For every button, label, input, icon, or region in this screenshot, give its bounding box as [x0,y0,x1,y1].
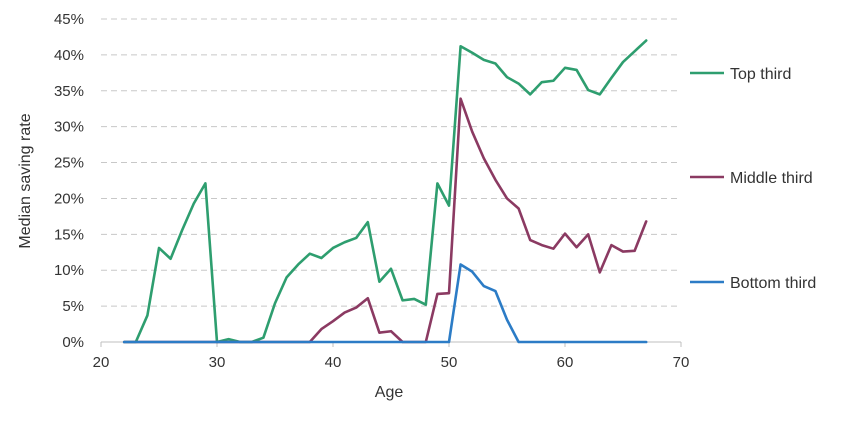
x-tick-label: 60 [557,354,574,371]
legend: Top third Middle third Bottom third [690,66,816,292]
series-lines [122,39,648,344]
x-tick-label: 40 [325,354,342,371]
legend-label: Top third [730,66,791,83]
series-line-bottom-third [122,263,648,344]
axes: 0% 5% 10% 15% 20% 25% 30% 35% 40% 45% 20 30 40 50 60 70 [54,11,689,371]
y-tick-label: 35% [54,83,84,100]
y-tick-label: 25% [54,155,84,172]
y-tick-label: 5% [62,298,84,315]
series-line-middle-third [122,97,648,344]
series-line-top-third [122,39,648,344]
legend-label: Middle third [730,170,813,187]
y-tick-label: 15% [54,226,84,243]
y-axis-title: Median saving rate [17,113,34,248]
x-tick-label: 70 [673,354,690,371]
legend-label: Bottom third [730,275,816,292]
y-tick-label: 10% [54,262,84,279]
y-tick-label: 20% [54,190,84,207]
x-tick-label: 30 [209,354,226,371]
y-tick-label: 30% [54,119,84,136]
gridlines [101,18,681,307]
y-tick-label: 0% [62,334,84,351]
y-tick-label: 40% [54,47,84,64]
x-tick-label: 50 [441,354,458,371]
x-tick-label: 20 [93,354,110,371]
y-tick-label: 45% [54,11,84,28]
x-axis-title: Age [375,384,404,401]
